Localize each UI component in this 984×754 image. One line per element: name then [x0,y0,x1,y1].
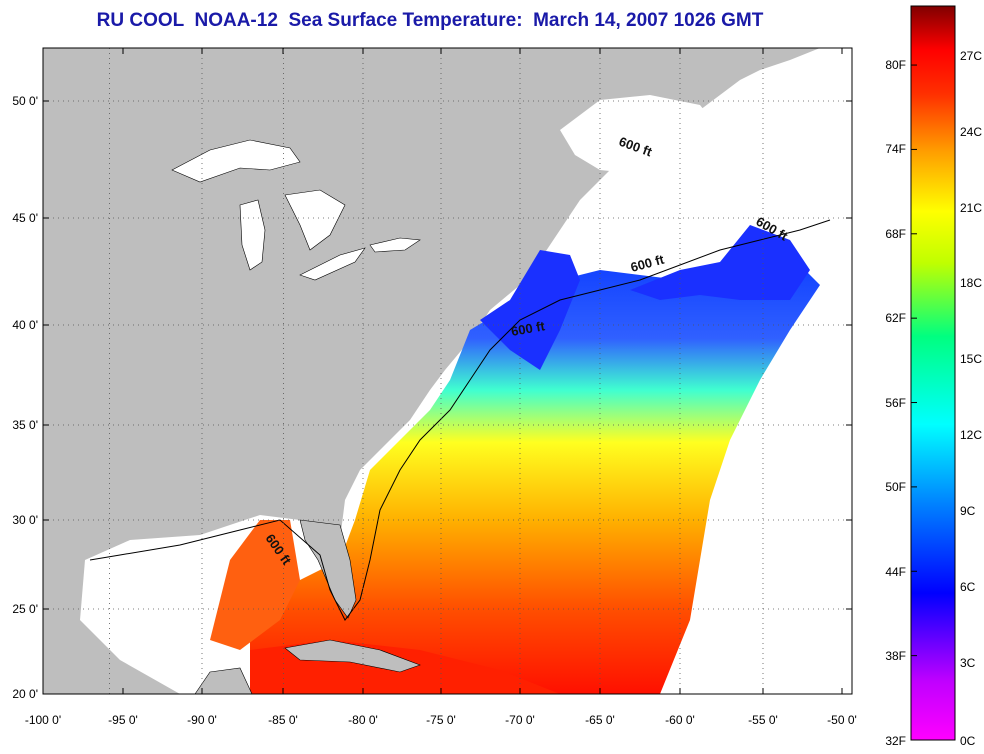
longitude-ticks: -100 0' -95 0' -90 0' -85 0' -80 0' -75 … [25,713,857,727]
colorbar-f-label: 62F [885,311,906,325]
colorbar-f-label: 32F [885,734,906,748]
colorbar-f-label: 56F [885,396,906,410]
cold-water-gulf-of-maine [480,250,580,370]
lon-tick-label: -70 0' [505,713,535,727]
colorbar-f-label: 80F [885,58,906,72]
lon-tick-label: -85 0' [268,713,298,727]
colorbar-c-label: 24C [960,125,982,139]
map-frame [42,47,853,695]
axis-tick-marks [42,48,852,695]
lat-tick-label: 40 0' [12,318,38,332]
lat-tick-label: 35 0' [12,418,38,432]
lon-tick-label: -80 0' [348,713,378,727]
colorbar-f-label: 44F [885,565,906,579]
lake-michigan [239,199,266,271]
sst-swath [250,260,820,694]
latitude-ticks: 20 0' 25 0' 30 0' 35 0' 40 0' 45 0' 50 0… [12,94,38,701]
lake-ontario [369,237,421,253]
colorbar-c-label: 12C [960,428,982,442]
600ft-isobath [89,219,831,621]
lake-erie [299,247,366,281]
lake-huron [284,189,346,251]
colorbar: 32F 38F 44F 50F 56F 62F 68F 74F 80F 0C 3… [885,5,982,748]
cuba-land [284,639,421,673]
colorbar-f-label: 74F [885,142,906,156]
lat-tick-label: 50 0' [12,94,38,108]
map-title: RU COOL NOAA-12 Sea Surface Temperature:… [96,10,764,31]
lat-tick-label: 25 0' [12,602,38,616]
colorbar-f-label: 50F [885,480,906,494]
gulf-st-lawrence [560,95,720,175]
colorbar-c-label: 6C [960,580,976,594]
lon-tick-label: -50 0' [827,713,857,727]
lon-tick-label: -90 0' [187,713,217,727]
colorbar-c-label: 3C [960,656,976,670]
lat-tick-label: 20 0' [12,687,38,701]
yucatan-land [194,667,253,694]
colorbar-c-label: 27C [960,49,982,63]
colorbar-f-label: 68F [885,227,906,241]
colorbar-c-label: 9C [960,504,976,518]
lake-superior [171,139,301,183]
florida-land [299,519,357,619]
colorbar-c-label: 15C [960,352,982,366]
contour-label: 600 ft [510,318,547,339]
lon-tick-label: -60 0' [665,713,695,727]
gulf-of-mexico-sst [210,520,300,650]
lon-tick-label: -95 0' [108,713,138,727]
lon-tick-label: -75 0' [426,713,456,727]
colorbar-c-label: 0C [960,734,976,748]
colorbar-gradient [910,5,956,741]
colorbar-c-label: 21C [960,201,982,215]
lat-tick-label: 45 0' [12,211,38,225]
cold-water-scotian-shelf [630,225,810,300]
lon-tick-label: -100 0' [25,713,61,727]
lat-tick-label: 30 0' [12,513,38,527]
colorbar-c-label: 18C [960,276,982,290]
lon-tick-label: -65 0' [585,713,615,727]
lon-tick-label: -55 0' [748,713,778,727]
colorbar-f-label: 38F [885,649,906,663]
